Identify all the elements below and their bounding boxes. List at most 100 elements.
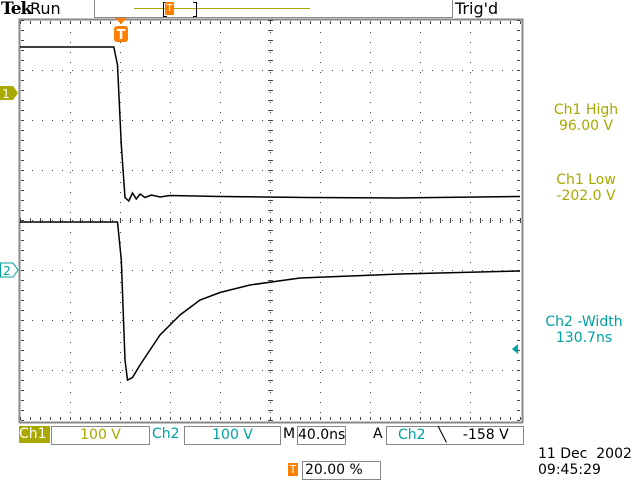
grid-dot (220, 162, 221, 163)
grid-dot (302, 170, 303, 171)
grid-dot (462, 70, 463, 71)
grid-dot (222, 120, 223, 121)
grid-dot (312, 170, 313, 171)
trigger-marker-icon (114, 26, 128, 42)
grid-dot (470, 342, 471, 343)
grid-dot (170, 262, 171, 263)
grid-dot (142, 320, 143, 321)
grid-dot (232, 170, 233, 171)
grid-dot (92, 320, 93, 321)
grid-dot (232, 120, 233, 121)
grid-dot (120, 402, 121, 403)
grid-dot (120, 92, 121, 93)
grid-dot (122, 270, 123, 271)
edge-tick (21, 220, 24, 221)
graticule-border (18, 18, 524, 424)
grid-dot (220, 262, 221, 263)
time: 09:45:29 (538, 462, 601, 478)
grid-dot (370, 282, 371, 283)
grid-dot (332, 220, 333, 221)
grid-dot (170, 92, 171, 93)
edge-tick (170, 21, 171, 24)
grid-dot (320, 62, 321, 63)
grid-dot (232, 220, 233, 221)
grid-dot (362, 320, 363, 321)
grid-dot (42, 70, 43, 71)
center-tick (350, 218, 351, 223)
ch1-scale[interactable]: 100 V (51, 426, 150, 445)
grid-dot (192, 320, 193, 321)
center-tick (268, 400, 273, 401)
edge-tick (450, 417, 451, 420)
edge-tick (517, 90, 520, 91)
edge-tick (280, 417, 281, 420)
edge-tick (21, 360, 24, 361)
divider (452, 0, 453, 18)
grid-dot (420, 162, 421, 163)
grid-dot (72, 320, 73, 321)
center-tick (268, 150, 273, 151)
grid-dot (320, 322, 321, 323)
ch1-label[interactable]: Ch1 (19, 426, 50, 443)
grid-dot (420, 312, 421, 313)
ch2-scale[interactable]: 100 V (184, 426, 281, 445)
grid-dot (470, 162, 471, 163)
grid-dot (312, 270, 313, 271)
edge-tick (390, 21, 391, 24)
trigger-position[interactable]: 20.00 % (302, 461, 381, 480)
edge-tick (30, 417, 31, 420)
grid-dot (82, 370, 83, 371)
grid-dot (120, 242, 121, 243)
grid-dot (262, 270, 263, 271)
edge-tick (50, 21, 51, 24)
grid-dot (192, 270, 193, 271)
grid-dot (342, 120, 343, 121)
grid-dot (332, 270, 333, 271)
grid-dot (462, 120, 463, 121)
grid-dot (470, 202, 471, 203)
grid-dot (362, 370, 363, 371)
edge-tick (517, 190, 520, 191)
edge-tick (517, 310, 520, 311)
grid-dot (472, 120, 473, 121)
grid-dot (370, 62, 371, 63)
grid-dot (420, 212, 421, 213)
grid-dot (462, 220, 463, 221)
edge-tick (517, 420, 520, 421)
grid-dot (452, 70, 453, 71)
grid-dot (320, 362, 321, 363)
grid-dot (470, 322, 471, 323)
edge-tick (21, 330, 24, 331)
grid-dot (470, 302, 471, 303)
grid-dot (120, 372, 121, 373)
edge-tick (517, 320, 520, 321)
center-tick (390, 218, 391, 223)
grid-dot (192, 370, 193, 371)
edge-tick (30, 21, 31, 24)
grid-dot (320, 282, 321, 283)
grid-dot (320, 152, 321, 153)
edge-tick (20, 417, 21, 420)
center-tick (200, 218, 201, 223)
grid-dot (170, 112, 171, 113)
grid-dot (170, 162, 171, 163)
center-tick (268, 90, 273, 91)
grid-dot (392, 320, 393, 321)
timebase-value[interactable]: 40.0ns (297, 426, 346, 445)
grid-dot (220, 72, 221, 73)
grid-dot (72, 270, 73, 271)
edge-tick (490, 417, 491, 420)
grid-dot (252, 220, 253, 221)
center-tick (430, 218, 431, 223)
trigger-settings[interactable]: Ch2 ╲ -158 V (386, 426, 524, 445)
trigger-source: Ch2 (398, 427, 426, 443)
ch2-label[interactable]: Ch2 (152, 426, 180, 442)
grid-dot (52, 70, 53, 71)
grid-dot (392, 220, 393, 221)
edge-tick (170, 417, 171, 420)
grid-dot (412, 320, 413, 321)
grid-dot (170, 142, 171, 143)
grid-dot (182, 220, 183, 221)
grid-dot (512, 220, 513, 221)
grid-dot (352, 370, 353, 371)
